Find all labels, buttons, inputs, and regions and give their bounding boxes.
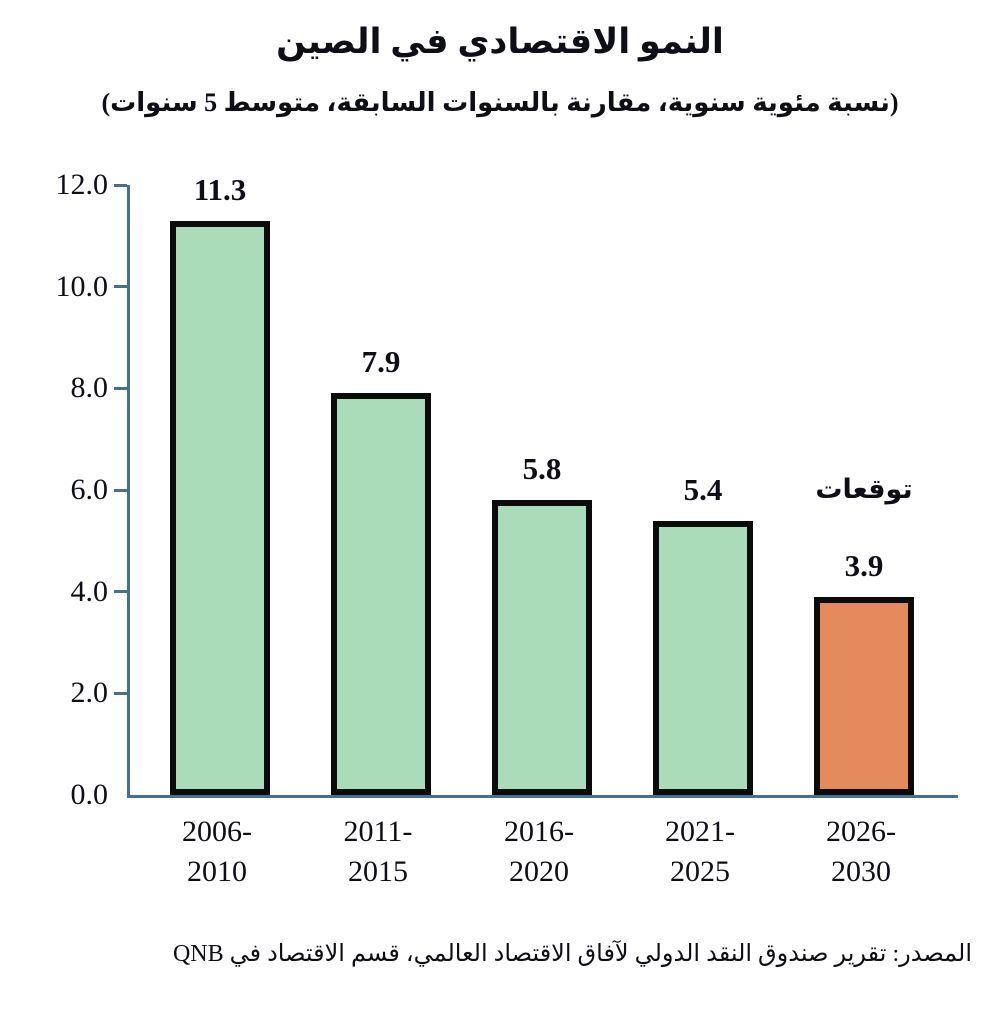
chart-title: النمو الاقتصادي في الصين [276, 22, 724, 61]
bar [492, 500, 592, 795]
bar-value-label: 11.3 [193, 171, 247, 207]
y-tick-label: 0.0 [70, 778, 109, 811]
y-tick-label: 10.0 [55, 269, 109, 303]
x-tick-label: 2016- 2020 [504, 815, 574, 888]
x-tick-label: 2011- 2015 [343, 815, 413, 888]
x-tick-label: 2021- 2025 [665, 815, 735, 888]
x-axis: 2006- 2010 2011- 2015 2016- 2020 2021- 2025… [127, 812, 955, 912]
y-tick-label: 12.0 [55, 168, 109, 201]
y-tick-mark [114, 488, 127, 492]
y-tick-label: 6.0 [70, 473, 109, 506]
x-tick-label: 2026- 2030 [826, 815, 896, 888]
y-tick-mark [114, 590, 127, 594]
y-tick-label: 8.0 [70, 371, 109, 405]
y-tick-mark [114, 691, 127, 695]
y-tick-mark [114, 183, 127, 187]
bar-value-label: 5.4 [683, 471, 723, 507]
bar-value-label: 7.9 [361, 344, 401, 380]
bar [170, 220, 270, 795]
bar [653, 520, 753, 795]
y-tick-mark [114, 386, 127, 390]
bar [331, 393, 431, 795]
x-tick-label: 2006- 2010 [182, 815, 252, 888]
y-tick-mark [114, 285, 127, 289]
y-axis: 0.0 2.0 4.0 6.0 8.0 10.0 12.0 [0, 168, 112, 811]
forecast-annotation: توقعات [815, 473, 913, 504]
bar-value-label: 3.9 [844, 547, 884, 583]
source-note: المصدر: تقرير صندوق النقد الدولي لآفاق ا… [172, 941, 972, 967]
plot-area: 11.3 7.9 5.8 5.4 3.9 توقعات [114, 172, 958, 798]
y-tick-label: 2.0 [70, 676, 109, 710]
chart-subtitle: (نسبة مئوية سنوية، مقارنة بالسنوات الساب… [101, 88, 899, 117]
bar [814, 596, 914, 795]
bar-value-label: 5.8 [522, 451, 562, 487]
y-tick-label: 4.0 [70, 574, 109, 608]
